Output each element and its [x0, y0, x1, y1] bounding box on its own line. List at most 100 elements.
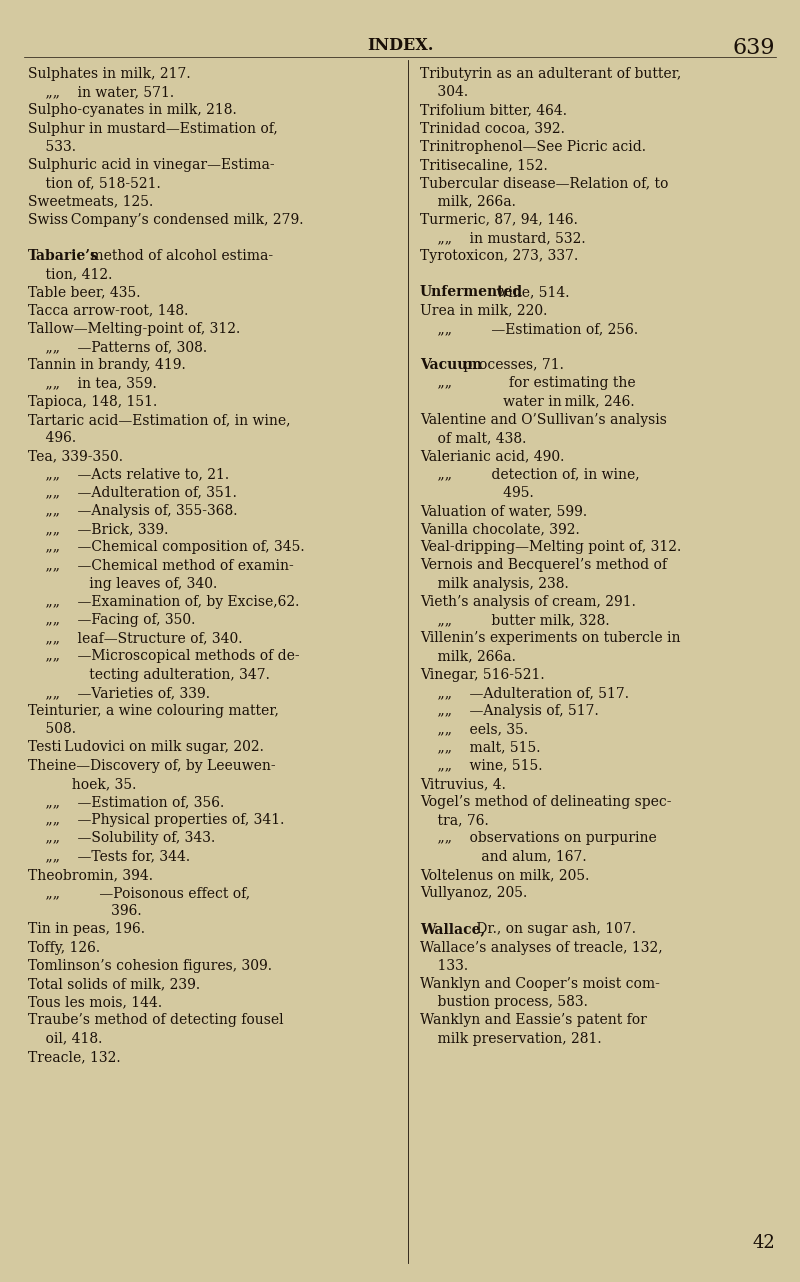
Text: tion of, 518-521.: tion of, 518-521. [28, 176, 161, 190]
Text: 508.: 508. [28, 722, 76, 736]
Text: Tin in peas, 196.: Tin in peas, 196. [28, 923, 145, 936]
Text: Villenin’s experiments on tubercle in: Villenin’s experiments on tubercle in [420, 631, 681, 645]
Text: Tapioca, 148, 151.: Tapioca, 148, 151. [28, 395, 158, 409]
Text: 304.: 304. [420, 85, 468, 99]
Text: Trinidad cocoa, 392.: Trinidad cocoa, 392. [420, 122, 565, 136]
Text: „„    in mustard, 532.: „„ in mustard, 532. [420, 231, 586, 245]
Text: „„    —Adulteration of, 351.: „„ —Adulteration of, 351. [28, 486, 237, 500]
Text: Vanilla chocolate, 392.: Vanilla chocolate, 392. [420, 522, 580, 536]
Text: „„    —Facing of, 350.: „„ —Facing of, 350. [28, 613, 195, 627]
Text: milk, 266a.: milk, 266a. [420, 195, 516, 209]
Text: „„    observations on purpurine: „„ observations on purpurine [420, 832, 657, 845]
Text: „„    —Brick, 339.: „„ —Brick, 339. [28, 522, 168, 536]
Text: Tomlinson’s cohesion figures, 309.: Tomlinson’s cohesion figures, 309. [28, 959, 272, 973]
Text: „„    —Estimation of, 356.: „„ —Estimation of, 356. [28, 795, 224, 809]
Text: of malt, 438.: of malt, 438. [420, 431, 526, 445]
Text: „„             for estimating the: „„ for estimating the [420, 377, 636, 391]
Text: „„    —Tests for, 344.: „„ —Tests for, 344. [28, 850, 190, 864]
Text: „„         —Estimation of, 256.: „„ —Estimation of, 256. [420, 322, 638, 336]
Text: 496.: 496. [28, 431, 76, 445]
Text: Theine—Discovery of, by Leeuwen-: Theine—Discovery of, by Leeuwen- [28, 759, 276, 773]
Text: 396.: 396. [28, 904, 142, 918]
Text: 42: 42 [752, 1235, 775, 1253]
Text: „„    —Solubility of, 343.: „„ —Solubility of, 343. [28, 832, 215, 845]
Text: „„    —Microscopical methods of de-: „„ —Microscopical methods of de- [28, 650, 300, 663]
Text: Vacuum: Vacuum [420, 358, 482, 372]
Text: Sulpho-cyanates in milk, 218.: Sulpho-cyanates in milk, 218. [28, 104, 237, 118]
Text: „„    eels, 35.: „„ eels, 35. [420, 722, 528, 736]
Text: hoek, 35.: hoek, 35. [28, 777, 136, 791]
Text: Total solids of milk, 239.: Total solids of milk, 239. [28, 977, 200, 991]
Text: „„    in tea, 359.: „„ in tea, 359. [28, 377, 157, 391]
Text: 533.: 533. [28, 140, 76, 154]
Text: „„    —Acts relative to, 21.: „„ —Acts relative to, 21. [28, 468, 229, 482]
Text: Table beer, 435.: Table beer, 435. [28, 286, 141, 300]
Text: Tartaric acid—Estimation of, in wine,: Tartaric acid—Estimation of, in wine, [28, 413, 290, 427]
Text: Trinitrophenol—See Picric acid.: Trinitrophenol—See Picric acid. [420, 140, 646, 154]
Text: Vinegar, 516-521.: Vinegar, 516-521. [420, 668, 545, 682]
Text: „„         detection of, in wine,: „„ detection of, in wine, [420, 468, 640, 482]
Text: Sweetmeats, 125.: Sweetmeats, 125. [28, 195, 154, 209]
Text: Vogel’s method of delineating spec-: Vogel’s method of delineating spec- [420, 795, 671, 809]
Text: Swiss Company’s condensed milk, 279.: Swiss Company’s condensed milk, 279. [28, 213, 303, 227]
Text: and alum, 167.: and alum, 167. [420, 850, 586, 864]
Text: Valentine and O’Sullivan’s analysis: Valentine and O’Sullivan’s analysis [420, 413, 667, 427]
Text: „„    —Chemical composition of, 345.: „„ —Chemical composition of, 345. [28, 540, 305, 554]
Text: wine, 514.: wine, 514. [491, 286, 569, 300]
Text: Valuation of water, 599.: Valuation of water, 599. [420, 504, 587, 518]
Text: Vernois and Becquerel’s method of: Vernois and Becquerel’s method of [420, 559, 667, 572]
Text: milk, 266a.: milk, 266a. [420, 650, 516, 663]
Text: Tous les mois, 144.: Tous les mois, 144. [28, 995, 162, 1009]
Text: Tea, 339-350.: Tea, 339-350. [28, 449, 123, 463]
Text: bustion process, 583.: bustion process, 583. [420, 995, 588, 1009]
Text: milk preservation, 281.: milk preservation, 281. [420, 1032, 602, 1046]
Text: Theobromin, 394.: Theobromin, 394. [28, 868, 153, 882]
Text: „„    malt, 515.: „„ malt, 515. [420, 741, 541, 754]
Text: oil, 418.: oil, 418. [28, 1032, 102, 1046]
Text: Unfermented: Unfermented [420, 286, 523, 300]
Text: „„    —Physical properties of, 341.: „„ —Physical properties of, 341. [28, 813, 284, 827]
Text: tion, 412.: tion, 412. [28, 267, 112, 281]
Text: Teinturier, a wine colouring matter,: Teinturier, a wine colouring matter, [28, 704, 279, 718]
Text: Tributyrin as an adulterant of butter,: Tributyrin as an adulterant of butter, [420, 67, 682, 81]
Text: water in milk, 246.: water in milk, 246. [420, 395, 634, 409]
Text: „„    wine, 515.: „„ wine, 515. [420, 759, 542, 773]
Text: „„         butter milk, 328.: „„ butter milk, 328. [420, 613, 610, 627]
Text: Treacle, 132.: Treacle, 132. [28, 1050, 121, 1064]
Text: Trifolium bitter, 464.: Trifolium bitter, 464. [420, 104, 567, 118]
Text: Tacca arrow-root, 148.: Tacca arrow-root, 148. [28, 304, 188, 318]
Text: „„    —Varieties of, 339.: „„ —Varieties of, 339. [28, 686, 210, 700]
Text: Wallace’s analyses of treacle, 132,: Wallace’s analyses of treacle, 132, [420, 941, 662, 955]
Text: „„    leaf—Structure of, 340.: „„ leaf—Structure of, 340. [28, 631, 242, 645]
Text: Sulphuric acid in vinegar—Estima-: Sulphuric acid in vinegar—Estima- [28, 158, 274, 172]
Text: Wanklyn and Cooper’s moist com-: Wanklyn and Cooper’s moist com- [420, 977, 660, 991]
Text: Veal-dripping—Melting point of, 312.: Veal-dripping—Melting point of, 312. [420, 540, 682, 554]
Text: Vieth’s analysis of cream, 291.: Vieth’s analysis of cream, 291. [420, 595, 636, 609]
Text: Tritisecaline, 152.: Tritisecaline, 152. [420, 158, 548, 172]
Text: „„    —Patterns of, 308.: „„ —Patterns of, 308. [28, 340, 207, 354]
Text: 495.: 495. [420, 486, 534, 500]
Text: Wallace,: Wallace, [420, 923, 486, 936]
Text: „„    —Adulteration of, 517.: „„ —Adulteration of, 517. [420, 686, 629, 700]
Text: Dr., on sugar ash, 107.: Dr., on sugar ash, 107. [472, 923, 636, 936]
Text: Urea in milk, 220.: Urea in milk, 220. [420, 304, 547, 318]
Text: „„    in water, 571.: „„ in water, 571. [28, 85, 174, 99]
Text: method of alcohol estima-: method of alcohol estima- [86, 249, 274, 263]
Text: Toffy, 126.: Toffy, 126. [28, 941, 100, 955]
Text: Valerianic acid, 490.: Valerianic acid, 490. [420, 449, 564, 463]
Text: „„    —Analysis of, 517.: „„ —Analysis of, 517. [420, 704, 598, 718]
Text: „„    —Chemical method of examin-: „„ —Chemical method of examin- [28, 559, 294, 572]
Text: Tabarie’s: Tabarie’s [28, 249, 99, 263]
Text: 133.: 133. [420, 959, 468, 973]
Text: „„    —Analysis of, 355-368.: „„ —Analysis of, 355-368. [28, 504, 238, 518]
Text: Tallow—Melting-point of, 312.: Tallow—Melting-point of, 312. [28, 322, 240, 336]
Text: Turmeric, 87, 94, 146.: Turmeric, 87, 94, 146. [420, 213, 578, 227]
Text: Tannin in brandy, 419.: Tannin in brandy, 419. [28, 358, 186, 372]
Text: INDEX.: INDEX. [367, 37, 433, 54]
Text: Vitruvius, 4.: Vitruvius, 4. [420, 777, 506, 791]
Text: 639: 639 [733, 37, 775, 59]
Text: tecting adulteration, 347.: tecting adulteration, 347. [28, 668, 270, 682]
Text: Vullyanoz, 205.: Vullyanoz, 205. [420, 886, 527, 900]
Text: Sulphates in milk, 217.: Sulphates in milk, 217. [28, 67, 190, 81]
Text: Wanklyn and Eassie’s patent for: Wanklyn and Eassie’s patent for [420, 1013, 647, 1027]
